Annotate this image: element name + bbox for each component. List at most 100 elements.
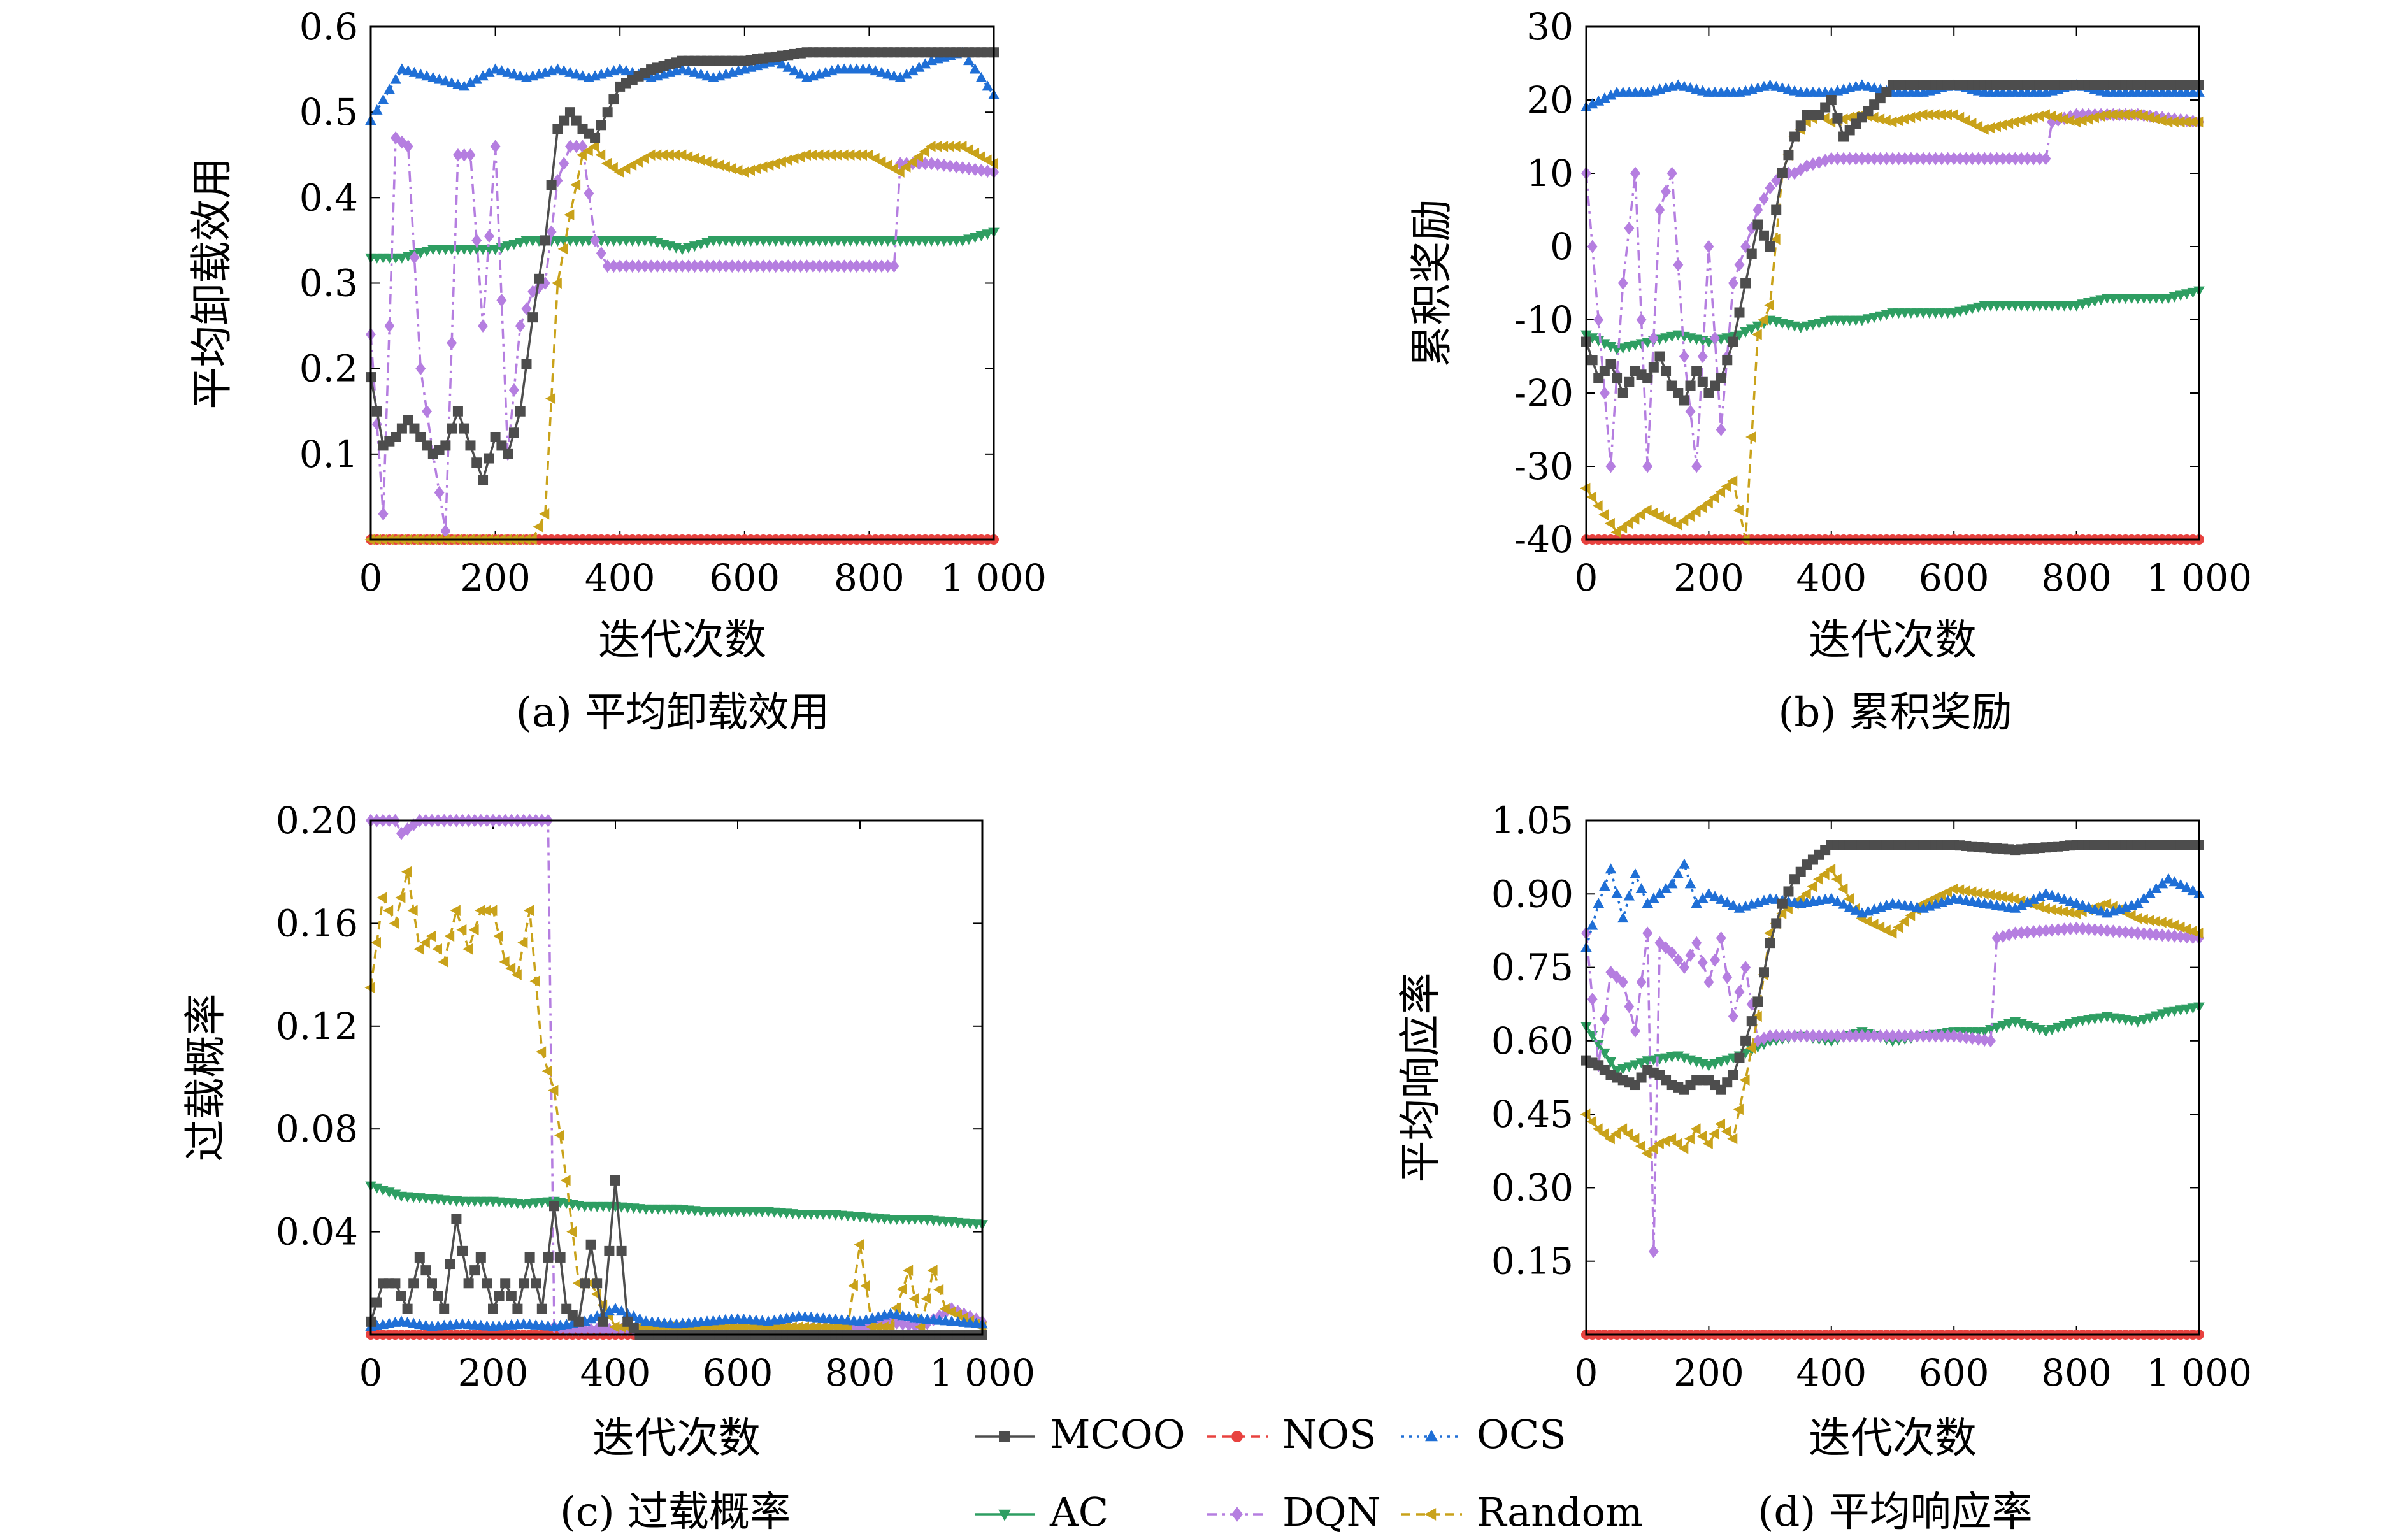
point-dqn <box>1605 459 1616 473</box>
point-random <box>2033 901 2044 913</box>
chart-panel-4: 0 200 400 600 800 1 000 0.15 0.30 0.45 0.60 0.75 0.… <box>1396 799 2252 1534</box>
point-dqn <box>2022 152 2033 166</box>
legend-item-dqn: DQN <box>1207 1489 1381 1534</box>
point-ac <box>1605 342 1617 352</box>
point-mcoo <box>585 1239 596 1250</box>
point-dqn <box>677 259 687 273</box>
point-ocs <box>2083 901 2095 912</box>
point-dqn <box>1758 1031 1769 1045</box>
point-dqn <box>415 362 426 376</box>
point-random <box>1629 1133 1640 1145</box>
point-dqn <box>459 148 469 162</box>
point-random <box>682 151 693 162</box>
point-ocs <box>458 80 470 91</box>
point-ocs <box>969 63 981 74</box>
point-random <box>2058 113 2068 125</box>
point-dqn <box>1728 1010 1738 1023</box>
point-dqn <box>664 259 675 273</box>
point-ac <box>1635 1058 1647 1069</box>
series-line-random <box>371 145 994 541</box>
point-random <box>2015 115 2026 126</box>
point-dqn <box>982 164 993 178</box>
point-dqn <box>727 259 738 273</box>
point-ocs <box>502 66 513 77</box>
point-dqn <box>1710 331 1721 345</box>
point-dqn <box>552 174 563 187</box>
point-mcoo <box>608 94 619 105</box>
point-random <box>1598 509 1609 520</box>
point-ocs <box>1703 887 1715 898</box>
point-dqn <box>1863 1029 1874 1043</box>
point-dqn <box>1691 936 1702 950</box>
y-tick-label: 0.3 <box>299 262 358 305</box>
point-dqn <box>889 259 899 273</box>
series-ac <box>365 1181 988 1231</box>
point-random <box>1831 873 1842 885</box>
point-random <box>1610 1128 1621 1140</box>
point-dqn <box>1716 931 1726 945</box>
point-ac <box>975 231 987 241</box>
point-random <box>1990 120 2001 133</box>
point-dqn <box>652 259 663 273</box>
point-dqn <box>408 818 419 832</box>
point-ocs <box>620 65 632 76</box>
point-ocs <box>452 78 464 89</box>
point-random <box>1893 115 1903 126</box>
point-mcoo <box>1758 967 1769 978</box>
point-random <box>609 1321 620 1333</box>
point-dqn <box>2102 924 2112 938</box>
point-random <box>1978 888 1989 900</box>
series-random <box>364 866 987 1333</box>
point-random <box>2125 109 2136 120</box>
point-ocs <box>1672 868 1684 878</box>
point-random <box>475 905 485 917</box>
point-dqn <box>1765 181 1775 195</box>
chart-panel-2: 0 200 400 600 800 1 000 -40 -30 -20 -10 0 10 20 30 迭代次… <box>1407 5 2252 736</box>
point-dqn <box>1710 953 1721 967</box>
chart-panel-1: 0 200 400 600 800 1 000 0.1 0.2 0.3 0.4 0.5 0.6 迭代次数… <box>187 5 1047 736</box>
legend-marker <box>1424 1508 1437 1521</box>
point-ocs <box>894 71 907 82</box>
point-dqn <box>1795 162 1806 176</box>
point-dqn <box>1734 985 1745 999</box>
point-random <box>1715 486 1726 498</box>
point-dqn <box>1888 1029 1898 1043</box>
point-random <box>468 924 479 936</box>
point-dqn <box>2163 929 2174 943</box>
point-random <box>2033 110 2044 122</box>
point-ocs <box>2052 891 2064 902</box>
point-ocs <box>396 63 408 74</box>
point-dqn <box>2065 922 2075 936</box>
point-random <box>1617 522 1628 534</box>
point-mcoo <box>1740 1035 1751 1046</box>
point-dqn <box>1814 1029 1824 1043</box>
point-dqn <box>646 259 657 273</box>
point-random <box>2046 110 2056 122</box>
point-dqn <box>640 259 650 273</box>
x-tick-label: 200 <box>1673 1351 1744 1394</box>
point-dqn <box>1783 166 1794 180</box>
point-ac <box>1733 330 1745 341</box>
point-mcoo <box>524 1252 535 1263</box>
point-random <box>1617 1123 1628 1135</box>
point-random <box>1684 1133 1695 1145</box>
point-ac <box>2138 1015 2150 1026</box>
point-random <box>444 930 455 942</box>
point-random <box>1629 513 1640 525</box>
point-dqn <box>801 259 812 273</box>
x-tick-label: 400 <box>1796 556 1867 599</box>
point-mcoo <box>482 1278 492 1289</box>
series-random <box>1580 864 2204 1159</box>
point-ocs <box>919 58 931 69</box>
x-tick-label: 400 <box>580 1351 651 1394</box>
point-random <box>1709 1128 1719 1140</box>
point-dqn <box>1973 1032 1984 1046</box>
x-axis-label: 迭代次数 <box>598 615 766 664</box>
point-random <box>2088 111 2099 124</box>
series-dqn <box>366 131 999 538</box>
point-random <box>1984 889 1995 901</box>
point-dqn <box>396 826 406 840</box>
point-random <box>1984 122 1995 134</box>
point-random <box>1844 893 1854 905</box>
point-random <box>2144 914 2154 926</box>
